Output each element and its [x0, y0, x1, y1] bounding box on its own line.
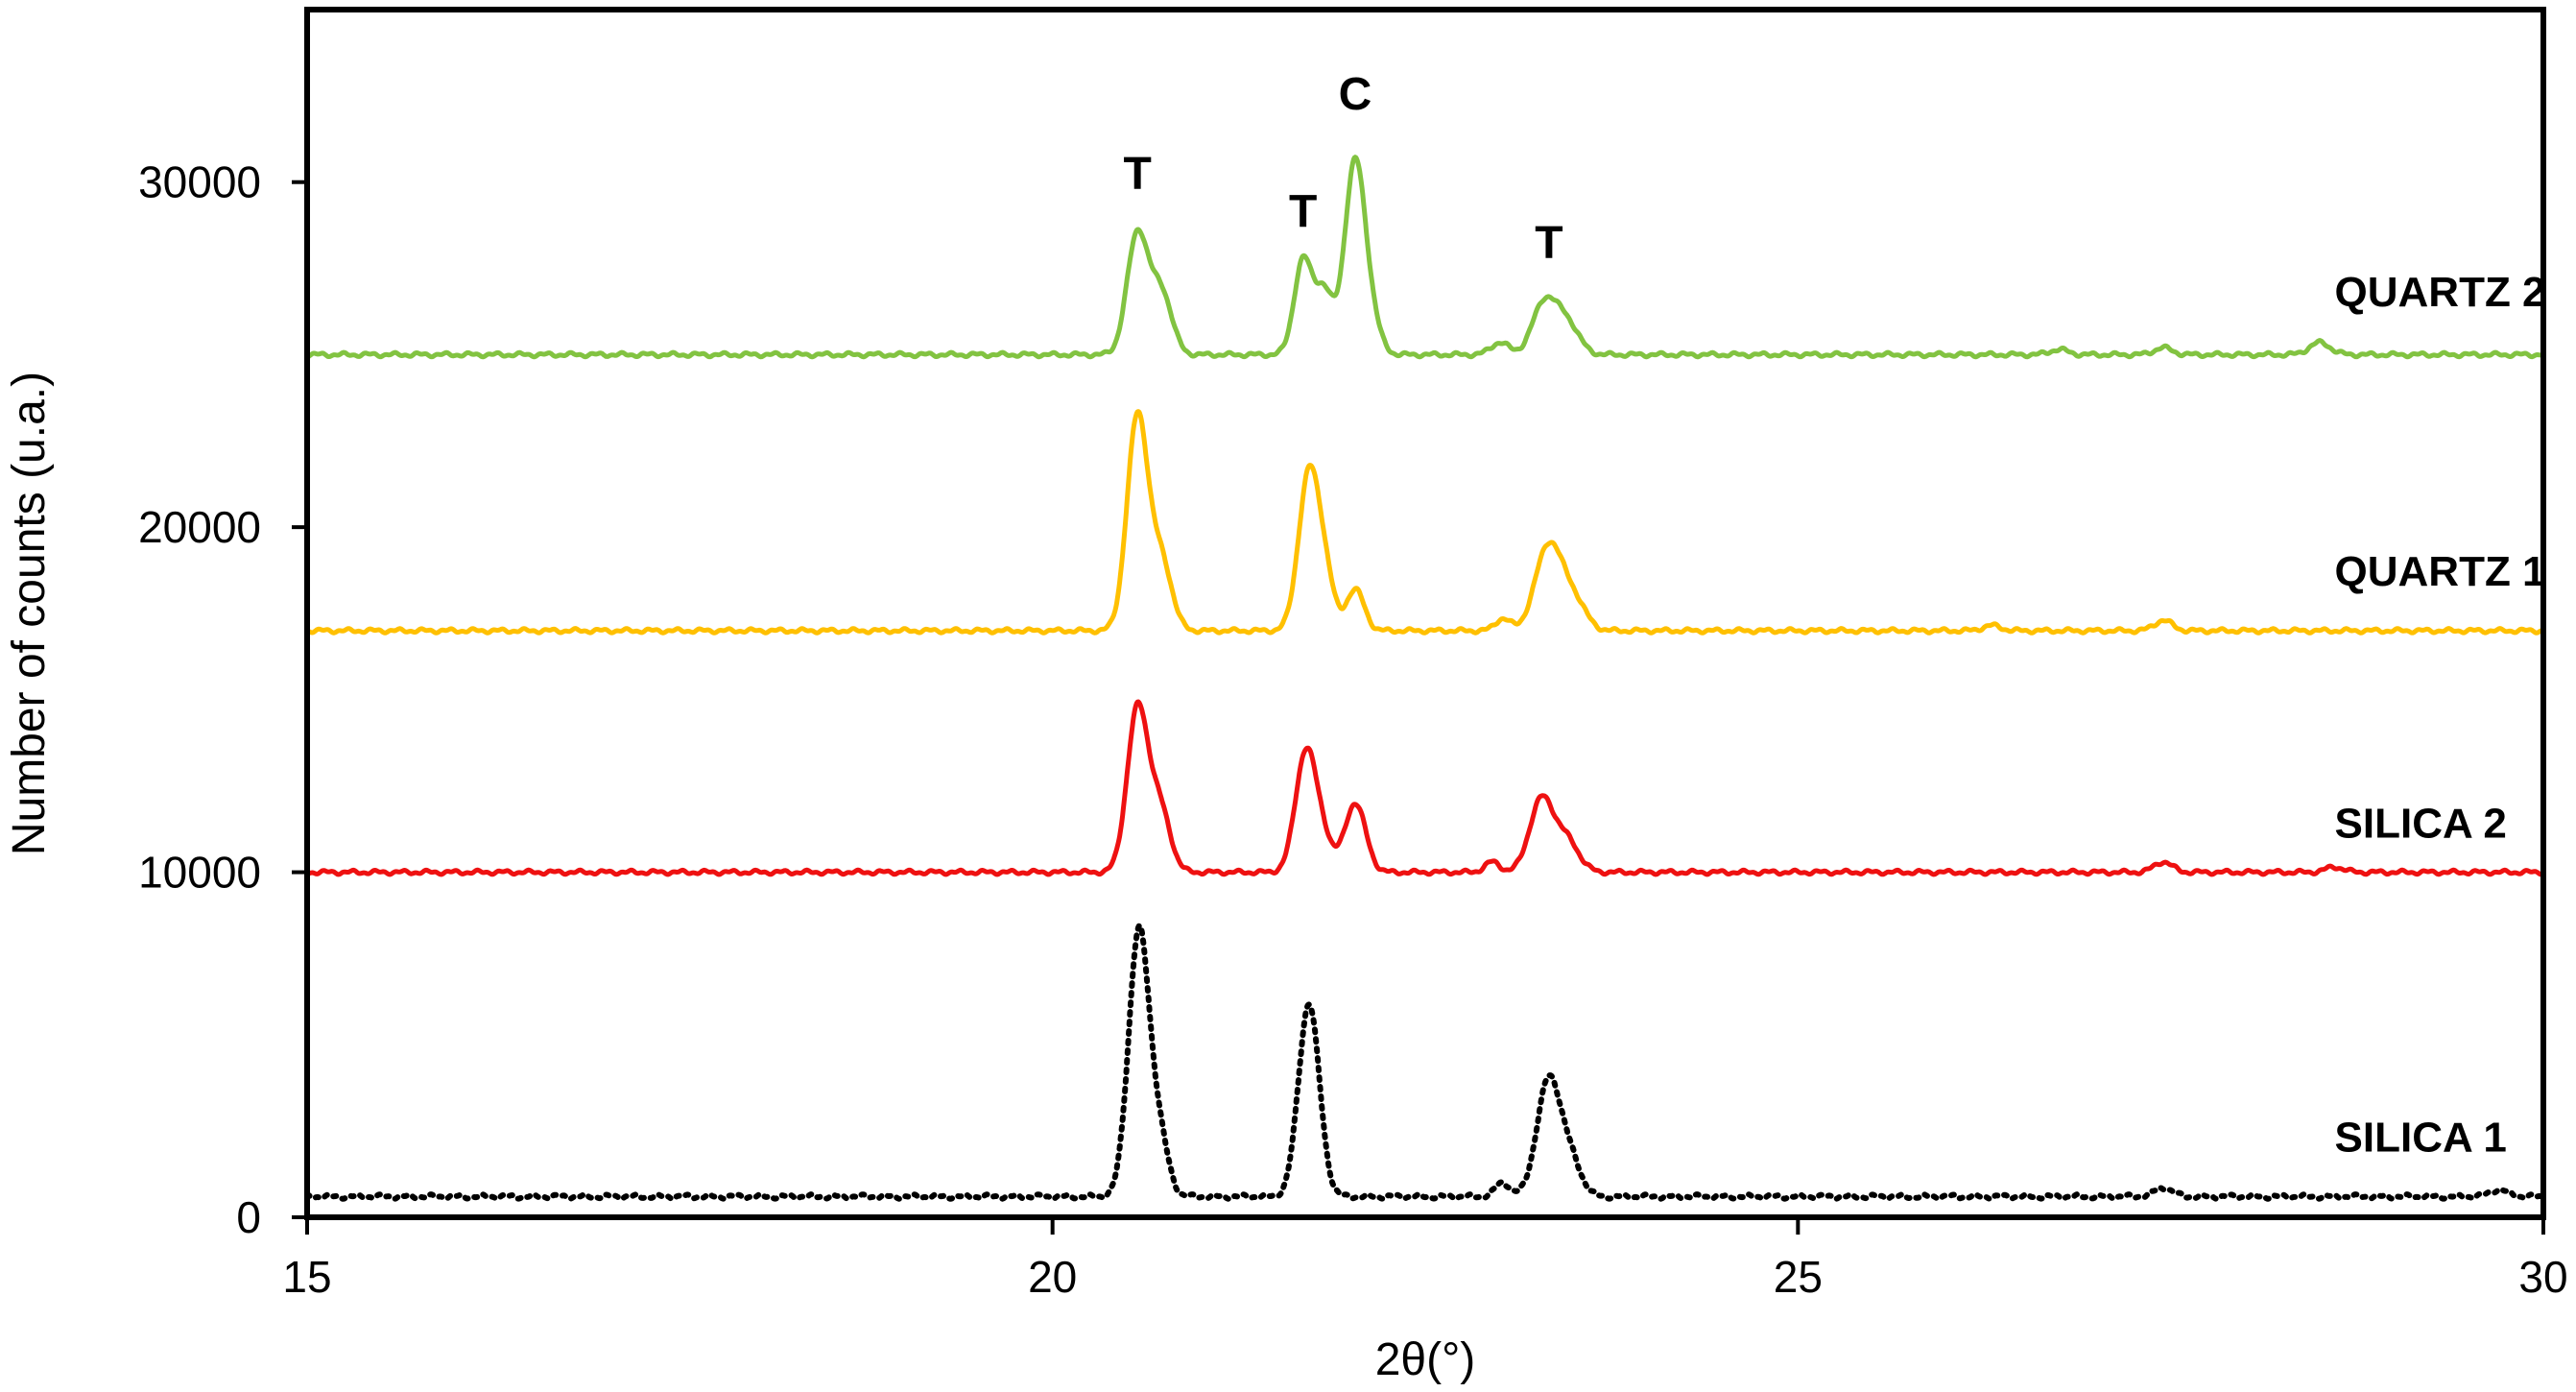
series-line-quartz-1 [305, 409, 2545, 636]
y-axis-title: Number of counts (u.a.) [4, 372, 55, 855]
peak-annotation: C [1339, 69, 1372, 120]
series-label: SILICA 1 [2335, 1115, 2507, 1162]
y-tick-label: 30000 [138, 157, 261, 207]
series-line-silica-1 [304, 923, 2546, 1202]
y-tick-label: 0 [236, 1192, 261, 1242]
plot-frame [304, 7, 2546, 1220]
series-label: QUARTZ 1 [2335, 548, 2546, 595]
label-layer: QUARTZ 2 QUARTZ 1 SILICA 2 SILICA 1 T T C T [1124, 69, 2546, 1161]
y-tick-label: 10000 [138, 848, 261, 898]
series-line-quartz-2 [305, 155, 2545, 360]
x-tick-label: 25 [1774, 1252, 1823, 1302]
series-label: QUARTZ 2 [2335, 269, 2546, 316]
peak-annotation: T [1124, 149, 1152, 200]
tick-layer: 15 20 25 30 0 10000 20000 30000 [138, 157, 2568, 1302]
series-layer [304, 155, 2546, 1202]
series-label: SILICA 2 [2335, 801, 2507, 848]
peak-annotation: T [1535, 218, 1562, 269]
x-axis-title: 2θ(°) [1375, 1334, 1476, 1385]
x-tick-label: 30 [2518, 1252, 2567, 1302]
y-tick-label: 20000 [138, 502, 261, 552]
series-line-silica-2 [305, 699, 2545, 877]
x-tick-label: 20 [1028, 1252, 1077, 1302]
x-tick-label: 15 [282, 1252, 331, 1302]
peak-annotation: T [1289, 186, 1317, 237]
